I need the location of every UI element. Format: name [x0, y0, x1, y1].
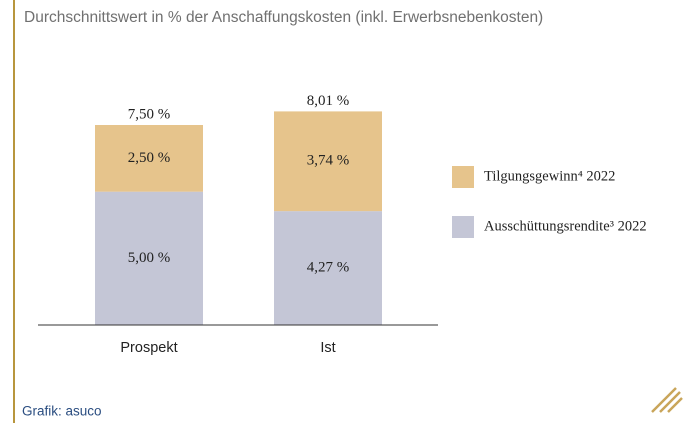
legend-swatch: [452, 166, 474, 188]
bar-segment: [95, 125, 203, 192]
total-label: 7,50 %: [128, 106, 171, 122]
value-label: 5,00 %: [128, 250, 171, 266]
bar-segment: [95, 191, 203, 325]
chart-title: Durchschnittswert in % der Anschaffungsk…: [24, 9, 543, 26]
source: Grafik: asuco: [22, 404, 102, 419]
logo: [651, 387, 683, 413]
total-label: 8,01 %: [307, 93, 350, 109]
legend-label: Tilgungsgewinn⁴ 2022: [484, 168, 615, 184]
value-label: 2,50 %: [128, 150, 171, 166]
bar-segment: [274, 211, 382, 325]
legend-swatch: [452, 216, 474, 238]
x-tick-label: Prospekt: [120, 340, 177, 356]
x-tick-label: Ist: [320, 340, 335, 356]
value-label: 3,74 %: [307, 153, 350, 169]
bar-segment: [274, 111, 382, 212]
legend-label: Ausschüttungsrendite³ 2022: [484, 218, 647, 234]
value-label: 4,27 %: [307, 260, 350, 276]
